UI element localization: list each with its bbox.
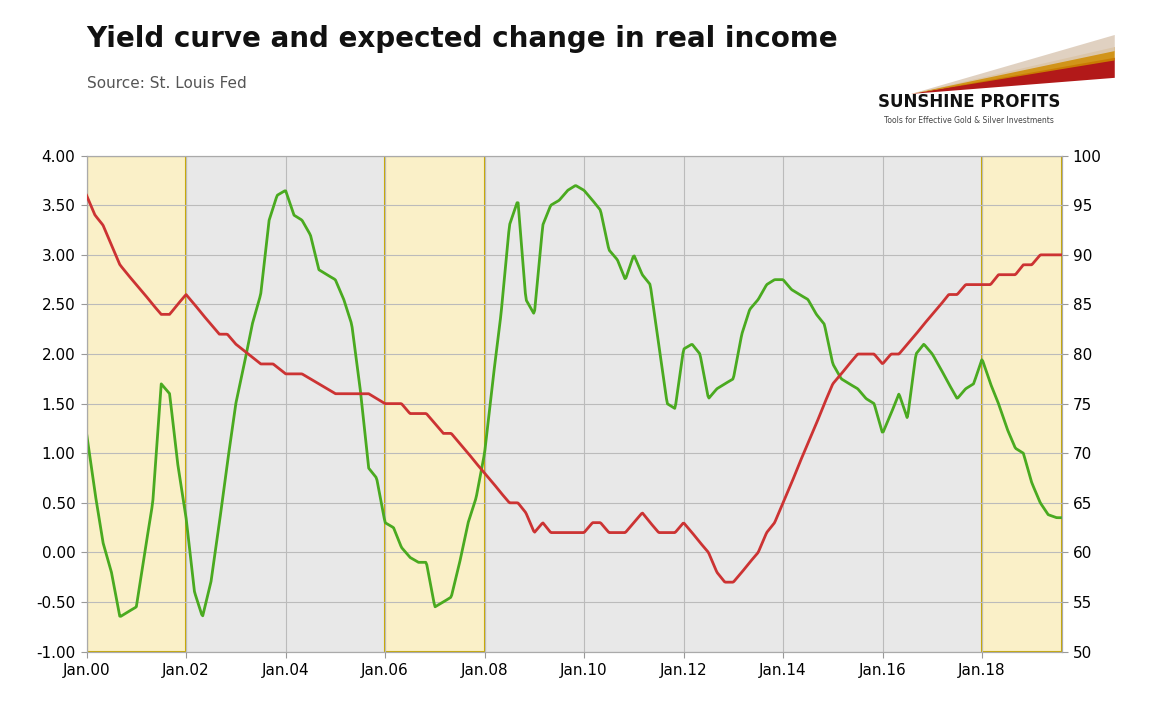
Bar (385, 156, 485, 652)
Polygon shape (912, 47, 1115, 94)
Text: Source: St. Louis Fed: Source: St. Louis Fed (87, 76, 246, 91)
Bar (982, 156, 1062, 652)
Text: Tools for Effective Gold & Silver Investments: Tools for Effective Gold & Silver Invest… (884, 116, 1055, 125)
Bar (87, 156, 186, 652)
Polygon shape (912, 58, 1115, 94)
Text: SUNSHINE PROFITS: SUNSHINE PROFITS (878, 93, 1061, 111)
Text: Yield curve and expected change in real income: Yield curve and expected change in real … (87, 25, 838, 54)
Polygon shape (912, 35, 1115, 94)
